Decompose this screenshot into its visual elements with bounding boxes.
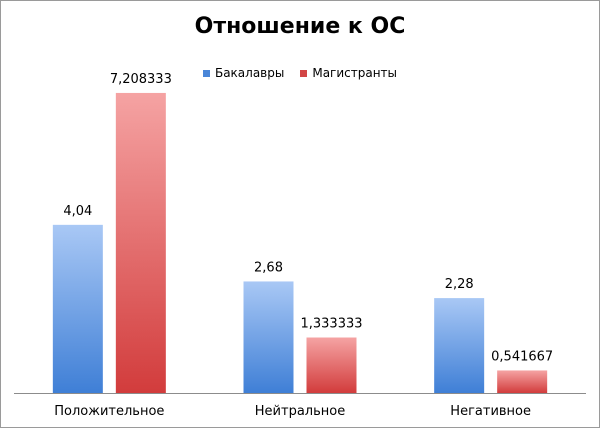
data-label-masters-2: 0,541667 bbox=[491, 349, 553, 364]
bar-bachelors-0 bbox=[52, 224, 103, 393]
category-label-2: Негативное bbox=[450, 404, 531, 419]
bars-layer bbox=[52, 92, 548, 394]
data-label-bachelors-1: 2,68 bbox=[254, 260, 283, 275]
data-label-masters-1: 1,333333 bbox=[300, 317, 362, 332]
chart-title: Отношение к ОС bbox=[194, 14, 406, 39]
legend-item-bachelors: Бакалавры bbox=[202, 66, 285, 80]
bar-masters-2 bbox=[497, 370, 548, 393]
legend-label-bachelors: Бакалавры bbox=[214, 66, 285, 80]
data-label-bachelors-2: 2,28 bbox=[445, 277, 474, 292]
legend-label-masters: Магистранты bbox=[312, 66, 398, 80]
legend-swatch-masters bbox=[300, 69, 308, 77]
legend-item-masters: Магистранты bbox=[300, 66, 397, 80]
bar-bachelors-2 bbox=[434, 298, 485, 393]
category-label-1: Нейтральное bbox=[255, 404, 345, 419]
bar-masters-1 bbox=[306, 337, 357, 393]
data-label-bachelors-0: 4,04 bbox=[63, 204, 92, 219]
legend: Бакалавры Магистранты bbox=[0, 66, 600, 80]
legend-swatch-bachelors bbox=[202, 69, 210, 77]
data-label-masters-0: 7,208333 bbox=[110, 72, 172, 87]
bar-bachelors-1 bbox=[243, 281, 294, 393]
bar-masters-0 bbox=[115, 92, 166, 394]
labels-layer: 4,04 7,208333 Положительное 2,68 1,333333 Ней… bbox=[54, 72, 553, 419]
category-label-0: Положительное bbox=[54, 404, 164, 419]
